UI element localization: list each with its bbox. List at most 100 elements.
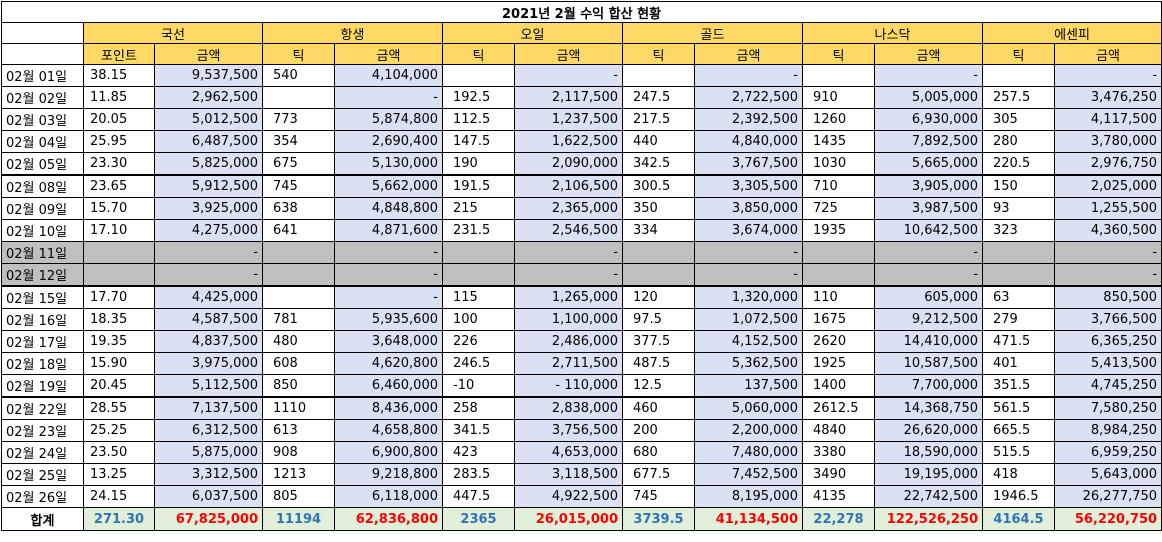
tick-cell[interactable]: -10 — [442, 374, 515, 398]
amount-cell[interactable]: - — [1053, 263, 1162, 287]
amount-cell[interactable]: 2,200,000 — [694, 419, 803, 442]
tick-cell[interactable]: 561.5 — [982, 396, 1055, 420]
tick-cell[interactable]: 354 — [262, 130, 335, 153]
date-cell[interactable]: 02월 04일 — [1, 130, 84, 153]
point-cell[interactable]: 20.05 — [83, 108, 155, 131]
date-cell[interactable]: 02월 16일 — [1, 308, 84, 331]
column-header[interactable]: 틱 — [802, 43, 875, 65]
column-header[interactable]: 금액 — [334, 43, 443, 65]
date-cell[interactable]: 02월 03일 — [1, 108, 84, 131]
tick-cell[interactable]: 1925 — [802, 352, 875, 375]
amount-cell[interactable]: 2,117,500 — [514, 86, 623, 109]
amount-cell[interactable]: 8,984,250 — [1053, 419, 1162, 442]
tick-cell[interactable]: 710 — [802, 174, 875, 198]
amount-cell[interactable]: 5,875,000 — [154, 441, 263, 464]
amount-cell[interactable]: - — [874, 64, 983, 87]
tick-cell[interactable]: 4840 — [802, 419, 875, 442]
tick-cell[interactable]: 226 — [442, 330, 515, 353]
tick-cell[interactable]: 781 — [262, 308, 335, 331]
amount-cell[interactable]: 4,840,000 — [694, 130, 803, 153]
date-cell[interactable]: 02월 17일 — [1, 330, 84, 353]
corner-cell[interactable] — [1, 22, 84, 44]
amount-cell[interactable]: 5,912,500 — [154, 174, 263, 198]
tick-cell[interactable]: 305 — [982, 108, 1055, 131]
amount-cell[interactable]: - — [694, 64, 803, 87]
amount-cell[interactable]: 5,130,000 — [334, 152, 443, 176]
date-cell[interactable]: 02월 23일 — [1, 419, 84, 442]
sheet-title[interactable]: 2021년 2월 수익 합산 현황 — [0, 1, 1162, 23]
date-cell[interactable]: 02월 19일 — [1, 374, 84, 398]
tick-cell[interactable] — [262, 263, 335, 287]
tick-cell[interactable]: 12.5 — [622, 374, 695, 398]
tick-cell[interactable]: 638 — [262, 197, 335, 220]
amount-cell[interactable]: 6,487,500 — [154, 130, 263, 153]
total-amount-cell[interactable]: 56,220,750 — [1053, 507, 1162, 531]
amount-cell[interactable]: 1,237,500 — [514, 108, 623, 131]
amount-cell[interactable]: 6,460,000 — [334, 374, 443, 398]
tick-cell[interactable]: 110 — [802, 285, 875, 309]
tick-cell[interactable]: 334 — [622, 219, 695, 242]
amount-cell[interactable]: - — [694, 241, 803, 264]
tick-cell[interactable] — [802, 263, 875, 287]
tick-cell[interactable]: 2612.5 — [802, 396, 875, 420]
tick-cell[interactable]: 480 — [262, 330, 335, 353]
amount-cell[interactable]: 3,305,500 — [694, 174, 803, 198]
total-tick-cell[interactable]: 4164.5 — [982, 507, 1055, 531]
tick-cell[interactable]: 247.5 — [622, 86, 695, 109]
amount-cell[interactable]: 7,137,500 — [154, 396, 263, 420]
column-header[interactable]: 금액 — [514, 43, 623, 65]
amount-cell[interactable]: 5,935,600 — [334, 308, 443, 331]
tick-cell[interactable]: 1213 — [262, 463, 335, 486]
column-header[interactable]: 틱 — [982, 43, 1055, 65]
column-header[interactable]: 금액 — [874, 43, 983, 65]
tick-cell[interactable]: 100 — [442, 308, 515, 331]
tick-cell[interactable]: 675 — [262, 152, 335, 176]
tick-cell[interactable]: 192.5 — [442, 86, 515, 109]
tick-cell[interactable]: 97.5 — [622, 308, 695, 331]
date-cell[interactable]: 02월 05일 — [1, 152, 84, 176]
date-cell[interactable]: 02월 11일 — [1, 241, 84, 264]
amount-cell[interactable]: 6,365,250 — [1053, 330, 1162, 353]
column-header[interactable]: 금액 — [1053, 43, 1162, 65]
date-cell[interactable]: 02월 08일 — [1, 174, 84, 198]
amount-cell[interactable]: 3,767,500 — [694, 152, 803, 176]
column-header[interactable]: 틱 — [622, 43, 695, 65]
tick-cell[interactable]: 150 — [982, 174, 1055, 198]
tick-cell[interactable]: 1400 — [802, 374, 875, 398]
tick-cell[interactable]: 608 — [262, 352, 335, 375]
column-header[interactable]: 금액 — [694, 43, 803, 65]
amount-cell[interactable]: - 110,000 — [514, 374, 623, 398]
amount-cell[interactable]: 2,722,500 — [694, 86, 803, 109]
group-header[interactable]: 항생 — [262, 22, 443, 44]
amount-cell[interactable]: 3,905,000 — [874, 174, 983, 198]
column-header[interactable]: 금액 — [154, 43, 263, 65]
amount-cell[interactable]: 3,987,500 — [874, 197, 983, 220]
amount-cell[interactable]: 5,362,500 — [694, 352, 803, 375]
amount-cell[interactable]: 5,012,500 — [154, 108, 263, 131]
date-cell[interactable]: 02월 18일 — [1, 352, 84, 375]
amount-cell[interactable]: 605,000 — [874, 285, 983, 309]
tick-cell[interactable]: 115 — [442, 285, 515, 309]
tick-cell[interactable]: 279 — [982, 308, 1055, 331]
amount-cell[interactable]: 18,590,000 — [874, 441, 983, 464]
date-cell[interactable]: 02월 25일 — [1, 463, 84, 486]
amount-cell[interactable]: 26,620,000 — [874, 419, 983, 442]
amount-cell[interactable]: 6,900,800 — [334, 441, 443, 464]
amount-cell[interactable]: 7,580,250 — [1053, 396, 1162, 420]
date-cell[interactable]: 02월 22일 — [1, 396, 84, 420]
point-cell[interactable] — [83, 241, 155, 264]
point-cell[interactable]: 38.15 — [83, 64, 155, 87]
point-cell[interactable]: 23.30 — [83, 152, 155, 176]
tick-cell[interactable]: 418 — [982, 463, 1055, 486]
amount-cell[interactable]: 4,275,000 — [154, 219, 263, 242]
tick-cell[interactable]: 613 — [262, 419, 335, 442]
tick-cell[interactable]: 3380 — [802, 441, 875, 464]
amount-cell[interactable]: 8,436,000 — [334, 396, 443, 420]
amount-cell[interactable]: 3,118,500 — [514, 463, 623, 486]
amount-cell[interactable]: 5,005,000 — [874, 86, 983, 109]
tick-cell[interactable]: 190 — [442, 152, 515, 176]
amount-cell[interactable]: 5,060,000 — [694, 396, 803, 420]
amount-cell[interactable]: 6,118,000 — [334, 485, 443, 508]
total-tick-cell[interactable]: 3739.5 — [622, 507, 695, 531]
tick-cell[interactable]: 191.5 — [442, 174, 515, 198]
